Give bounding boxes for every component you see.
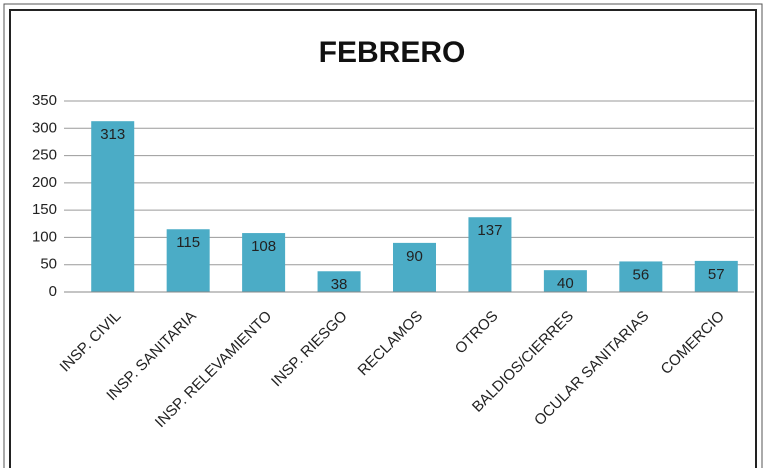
data-label: 57: [708, 266, 725, 283]
y-tick-label: 250: [32, 147, 57, 164]
data-label: 56: [632, 266, 649, 283]
y-tick-label: 0: [49, 283, 57, 300]
bar: [619, 261, 663, 292]
bar: [468, 217, 512, 292]
bar: [317, 271, 361, 292]
y-tick-label: 350: [32, 92, 57, 109]
bar: [242, 233, 286, 292]
outer-frame: [3, 3, 763, 468]
bar: [392, 242, 437, 292]
bar: [91, 121, 135, 292]
bar: [694, 260, 738, 292]
y-tick-label: 50: [40, 256, 57, 273]
chart-title: FEBRERO: [319, 36, 466, 69]
bar: [166, 229, 210, 292]
data-label: 137: [477, 222, 502, 239]
data-label: 108: [251, 238, 276, 255]
data-label: 313: [100, 126, 125, 143]
y-tick-label: 200: [32, 174, 57, 191]
data-label: 90: [406, 248, 423, 265]
data-label: 115: [176, 234, 200, 251]
y-tick-label: 150: [32, 201, 57, 218]
bar: [543, 270, 587, 292]
data-label: 38: [331, 276, 348, 293]
y-tick-label: 100: [32, 228, 57, 245]
y-tick-label: 300: [32, 119, 57, 136]
frame: [9, 9, 757, 468]
data-label: 40: [557, 275, 574, 292]
